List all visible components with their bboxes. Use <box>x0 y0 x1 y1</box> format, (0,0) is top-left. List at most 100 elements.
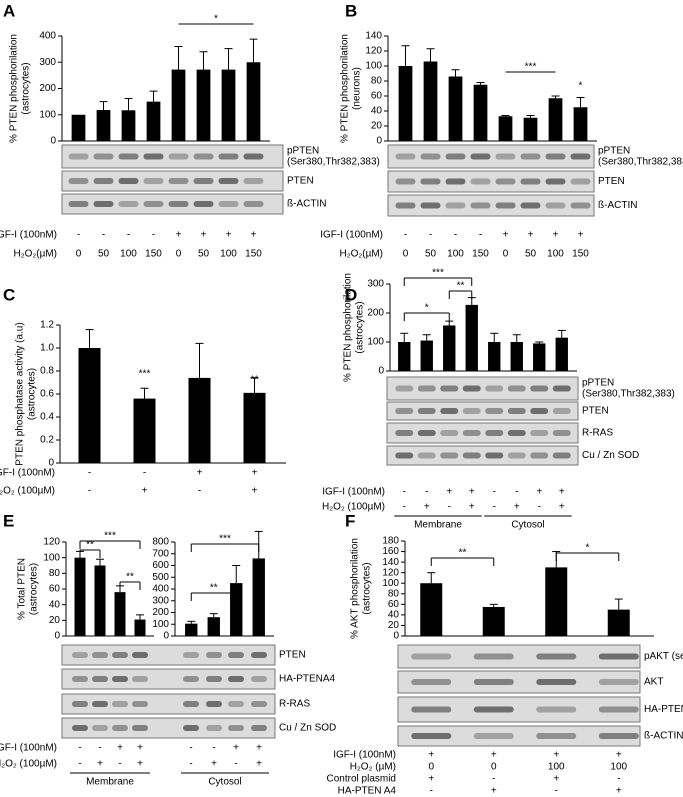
blot <box>386 422 579 444</box>
condition-value: - <box>143 468 146 479</box>
blot-label: ß-ACTIN <box>287 199 326 210</box>
blot-band <box>206 676 222 682</box>
blot-band <box>473 653 514 660</box>
condition-value: - <box>98 743 101 754</box>
condition-value: 150 <box>245 249 262 260</box>
blot <box>387 194 595 217</box>
bar <box>121 110 136 141</box>
y-tick-label: 60 <box>388 599 400 610</box>
y-tick-label: 0 <box>48 458 54 469</box>
condition-value: + <box>117 743 123 754</box>
blot-band <box>68 201 89 207</box>
condition-label: IGF-I (100nM) <box>0 230 57 241</box>
blot-band <box>183 652 199 658</box>
condition-value: + <box>469 487 475 498</box>
y-tick-label: 600 <box>152 560 169 571</box>
condition-label: Control plasmid <box>327 774 396 785</box>
bar <box>443 325 456 371</box>
blot-band <box>440 430 459 436</box>
condition-value: 100 <box>547 249 564 260</box>
blot-band <box>112 676 128 682</box>
bar <box>243 392 266 463</box>
condition-value: 50 <box>98 249 110 260</box>
blot <box>386 445 579 466</box>
significance: *** <box>525 62 537 73</box>
blot-band <box>570 178 591 185</box>
condition-value: + <box>446 487 452 498</box>
y-tick-label: 20 <box>49 615 61 626</box>
y-tick-label: 20 <box>388 620 400 631</box>
condition-value: + <box>201 230 207 241</box>
panel-letter: B <box>345 1 357 20</box>
y-tick-label: 0.6 <box>40 389 54 400</box>
condition-value: + <box>137 759 143 770</box>
y-tick-label: 200 <box>367 308 384 319</box>
condition-value: - <box>403 502 406 513</box>
y-tick-label: 140 <box>365 31 382 42</box>
y-tick-label: 400 <box>152 584 169 595</box>
y-tick-label: 100 <box>43 552 60 563</box>
condition-value: + <box>142 486 148 497</box>
group-label: Cytosol <box>511 520 544 531</box>
bar <box>523 117 538 141</box>
y-tick-label: 300 <box>367 279 384 290</box>
bar <box>114 592 126 636</box>
condition-value: - <box>538 502 541 513</box>
blot <box>397 644 641 669</box>
blot-band <box>598 706 639 713</box>
blot-band <box>570 153 591 160</box>
blot-label: AKT <box>644 677 663 688</box>
significance: *** <box>432 268 444 279</box>
blot-band <box>552 452 571 459</box>
blot-band <box>552 408 571 414</box>
y-tick-label: 200 <box>152 607 169 618</box>
panel-letter: A <box>3 1 15 20</box>
blot-band <box>417 452 436 459</box>
blot-band <box>530 385 549 392</box>
panel-letter: C <box>3 285 15 304</box>
condition-value: + <box>424 502 430 513</box>
bar <box>196 69 211 141</box>
blot-band <box>243 201 264 207</box>
blot <box>61 668 276 690</box>
condition-value: + <box>559 502 565 513</box>
condition-label: H₂O₂ (100µM) <box>0 759 57 770</box>
y-tick-label: 100 <box>152 619 169 630</box>
blot-band <box>598 653 639 660</box>
condition-value: 0 <box>76 249 82 260</box>
condition-value: + <box>469 502 475 513</box>
blot-band <box>118 153 139 160</box>
blot <box>386 376 579 401</box>
y-axis-label: % PTEN phosphorilation <box>9 34 20 143</box>
blot-band <box>132 652 148 658</box>
condition-value: - <box>189 759 192 770</box>
blot-band <box>411 679 452 685</box>
y-axis-label: (neurons) <box>352 67 363 110</box>
condition-value: - <box>404 230 407 241</box>
y-tick-label: 100 <box>39 109 56 120</box>
blot-band <box>417 408 436 414</box>
significance: ** <box>251 375 259 386</box>
y-tick-label: 20 <box>371 121 383 132</box>
condition-value: - <box>555 786 558 797</box>
blot <box>386 401 579 421</box>
condition-value: 100 <box>120 249 137 260</box>
blot-band <box>485 385 504 392</box>
blot-band <box>132 725 148 731</box>
condition-value: 100 <box>548 762 565 773</box>
condition-value: + <box>256 743 262 754</box>
y-tick-label: 800 <box>152 537 169 548</box>
blot-band <box>598 679 639 685</box>
condition-value: 0 <box>428 762 434 773</box>
blot-band <box>395 385 414 392</box>
y-axis-label: (astrocytes) <box>362 562 373 614</box>
bar <box>420 583 443 636</box>
y-axis-label: % Total PTEN <box>17 558 28 620</box>
condition-value: + <box>428 774 434 785</box>
blot-band <box>218 153 239 160</box>
blot-band <box>552 430 571 436</box>
condition-value: - <box>493 502 496 513</box>
y-tick-label: 40 <box>388 610 400 621</box>
blot-band <box>420 178 441 185</box>
blot-label: pPTEN <box>287 146 319 157</box>
